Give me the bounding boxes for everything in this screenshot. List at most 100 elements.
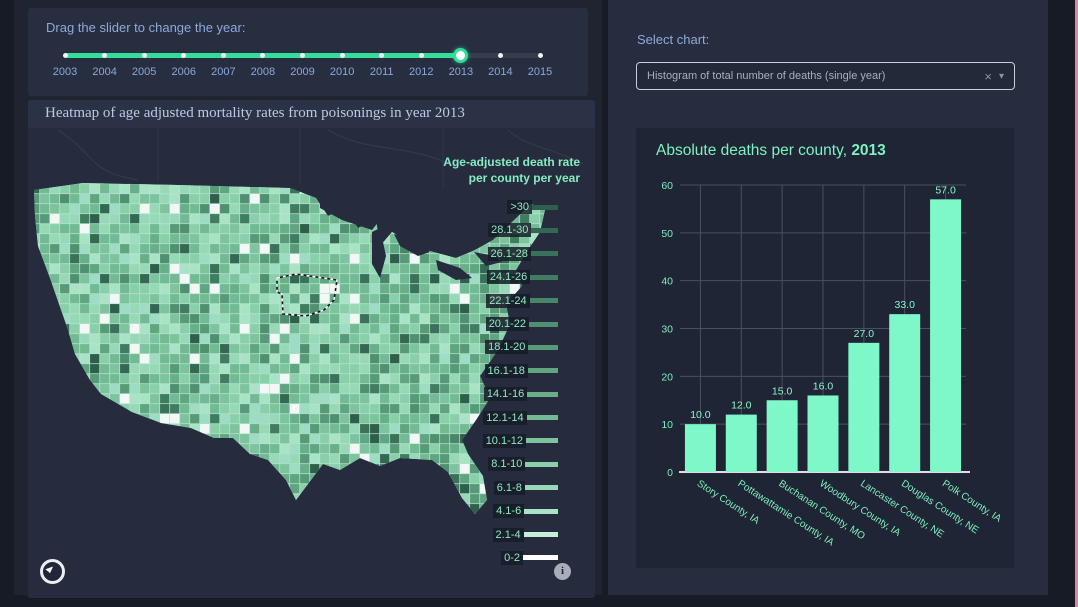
slider-year-label: 2013 — [448, 66, 474, 78]
bar[interactable] — [725, 414, 757, 472]
chart-title-year: 2013 — [851, 142, 886, 159]
legend-label: 16.1-18 — [484, 363, 528, 378]
legend-swatch — [527, 391, 558, 397]
legend-row: 4.1-6 — [443, 499, 558, 522]
deaths-bar-chart[interactable]: 0 10 20 30 40 50 60 10.0 12.0 15.0 16.0 27.0 33.0 57.… — [636, 162, 1014, 568]
slider-mark[interactable] — [300, 53, 305, 58]
slider-mark[interactable] — [141, 53, 147, 58]
slider-mark[interactable] — [102, 53, 108, 58]
bar[interactable] — [766, 400, 798, 472]
svg-text:10: 10 — [661, 419, 673, 431]
legend-row: 2.1-4 — [443, 523, 558, 546]
legend-label: 20.1-22 — [485, 317, 529, 332]
slider-mark[interactable] — [62, 53, 68, 58]
slider-mark[interactable] — [379, 53, 385, 58]
legend-label: 8.1-10 — [488, 457, 526, 472]
chart-select-dropdown[interactable]: Histogram of total number of deaths (sin… — [636, 62, 1015, 90]
map-info-icon[interactable]: i — [554, 563, 571, 580]
slider-mark[interactable] — [181, 53, 187, 58]
legend-label: 24.1-26 — [486, 270, 531, 285]
legend-swatch — [523, 532, 558, 538]
map-title: Heatmap of age adjusted mortality rates … — [45, 105, 465, 121]
svg-text:12.0: 12.0 — [731, 400, 752, 412]
map-legend-title: Age-adjusted death rate per county per y… — [443, 155, 580, 186]
legend-swatch — [525, 461, 558, 467]
map-legend: Age-adjusted death rate per county per y… — [443, 154, 580, 570]
dropdown-clear-icon[interactable]: × — [984, 68, 992, 84]
map-title-bar: Heatmap of age adjusted mortality rates … — [28, 100, 595, 128]
slider-handle[interactable] — [453, 48, 469, 63]
bar[interactable] — [684, 424, 716, 472]
slider-year-label: 2010 — [329, 66, 355, 78]
legend-label: 4.1-6 — [493, 504, 525, 519]
legend-label: 26.1-28 — [487, 246, 531, 261]
slider-mark[interactable] — [497, 53, 503, 58]
year-slider[interactable]: 2003 2004 2005 2006 2007 2008 2009 2010 2011 2012… — [28, 8, 588, 96]
slider-mark[interactable] — [418, 53, 424, 58]
slider-year-label: 2011 — [369, 66, 394, 78]
legend-swatch — [528, 344, 558, 350]
legend-row: 24.1-26 — [443, 266, 558, 289]
legend-row: 10.1-12 — [443, 429, 558, 452]
slider-year-label: 2007 — [211, 66, 236, 78]
legend-label: 2.1-4 — [492, 527, 524, 542]
year-slider-panel: Drag the slider to change the year: 2003… — [28, 8, 588, 96]
legend-swatch — [527, 368, 558, 374]
legend-row: 26.1-28 — [443, 242, 558, 265]
slider-mark[interactable] — [537, 53, 543, 58]
selected-state-outline[interactable] — [276, 273, 338, 317]
legend-row: >30 — [443, 195, 558, 218]
mapbox-logo-icon[interactable] — [40, 559, 65, 584]
svg-text:50: 50 — [661, 228, 673, 240]
bar[interactable] — [889, 314, 921, 472]
legend-label: 0-2 — [501, 550, 523, 565]
bar[interactable] — [807, 395, 839, 472]
legend-swatch — [526, 438, 558, 444]
legend-label: 6.1-8 — [493, 480, 525, 495]
svg-text:27.0: 27.0 — [854, 328, 875, 340]
chevron-down-icon[interactable]: ▾ — [998, 70, 1004, 82]
slider-year-label: 2015 — [527, 66, 553, 78]
map-graticule-lines — [57, 128, 584, 188]
legend-swatch — [529, 298, 558, 304]
chart-select-label: Select chart: — [637, 32, 710, 47]
slider-year-label: 2003 — [52, 66, 78, 78]
legend-swatch — [532, 204, 558, 210]
slider-mark[interactable] — [260, 53, 266, 58]
svg-text:15.0: 15.0 — [772, 385, 793, 397]
slider-mark[interactable] — [220, 53, 226, 58]
bar-value-labels: 10.0 12.0 15.0 16.0 27.0 33.0 57.0 — [690, 184, 956, 421]
svg-text:33.0: 33.0 — [894, 299, 915, 311]
bars — [684, 199, 962, 472]
legend-swatch — [523, 555, 558, 561]
legend-row: 22.1-24 — [443, 289, 558, 312]
legend-row: 18.1-20 — [443, 336, 558, 359]
legend-row: 28.1-30 — [443, 219, 558, 242]
map-panel[interactable]: Heatmap of age adjusted mortality rates … — [28, 100, 595, 598]
scrollbar-strip[interactable] — [1075, 0, 1078, 607]
slider-year-label: 2004 — [92, 66, 117, 78]
legend-swatch — [530, 274, 558, 280]
legend-label: 28.1-30 — [488, 223, 532, 238]
right-column: Select chart: Histogram of total number … — [608, 0, 1048, 595]
svg-text:57.0: 57.0 — [935, 184, 956, 196]
slider-year-label: 2006 — [171, 66, 196, 78]
legend-label: 10.1-12 — [482, 433, 526, 448]
slider-label: Drag the slider to change the year: — [46, 20, 246, 35]
slider-mark[interactable] — [339, 53, 345, 58]
legend-row: 8.1-10 — [443, 453, 558, 476]
svg-text:40: 40 — [661, 276, 673, 288]
bar[interactable] — [930, 199, 962, 472]
legend-row: 16.1-18 — [443, 359, 558, 382]
svg-text:60: 60 — [661, 180, 673, 192]
legend-swatch — [526, 415, 558, 421]
legend-label: 18.1-20 — [485, 340, 529, 355]
bar[interactable] — [848, 342, 880, 472]
slider-year-label: 2009 — [290, 66, 315, 78]
us-choropleth-map[interactable] — [28, 128, 595, 598]
legend-swatch — [531, 227, 558, 233]
slider-year-label: 2008 — [250, 66, 276, 78]
legend-row: 6.1-8 — [443, 476, 558, 499]
legend-label: 22.1-24 — [486, 293, 530, 308]
svg-text:20: 20 — [661, 371, 673, 383]
